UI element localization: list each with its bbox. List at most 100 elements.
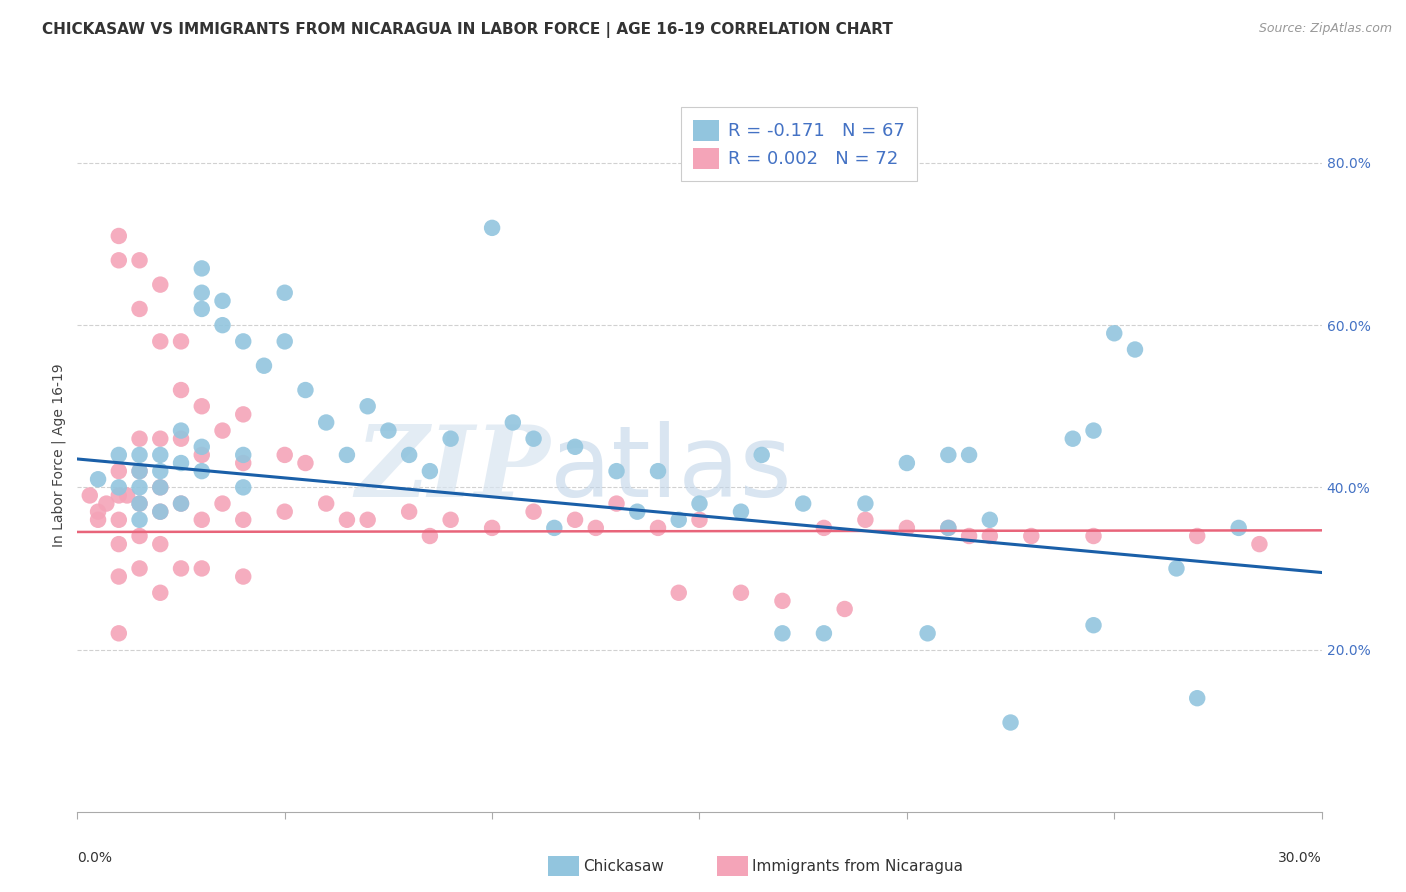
Point bbox=[232, 456, 254, 470]
Text: ZIP: ZIP bbox=[356, 421, 550, 517]
Point bbox=[1187, 691, 1209, 706]
Text: 30.0%: 30.0% bbox=[1278, 851, 1322, 865]
Point bbox=[315, 497, 337, 511]
Point bbox=[813, 521, 835, 535]
Point bbox=[232, 513, 254, 527]
Point bbox=[606, 464, 628, 478]
Point bbox=[813, 626, 835, 640]
Point bbox=[606, 497, 628, 511]
Point bbox=[232, 569, 254, 583]
Point bbox=[108, 480, 131, 494]
Point bbox=[128, 497, 150, 511]
Point bbox=[108, 253, 131, 268]
Point bbox=[87, 505, 110, 519]
Point bbox=[191, 399, 214, 413]
Point bbox=[87, 472, 110, 486]
Point bbox=[957, 529, 980, 543]
Point bbox=[170, 561, 193, 575]
Point bbox=[1062, 432, 1084, 446]
Point bbox=[232, 448, 254, 462]
Point bbox=[108, 229, 131, 244]
Point bbox=[191, 561, 214, 575]
Point bbox=[957, 448, 980, 462]
Point bbox=[689, 513, 711, 527]
Text: Source: ZipAtlas.com: Source: ZipAtlas.com bbox=[1258, 22, 1392, 36]
Point bbox=[128, 529, 150, 543]
Point bbox=[128, 561, 150, 575]
Point bbox=[149, 480, 172, 494]
Point bbox=[128, 480, 150, 494]
Point bbox=[232, 480, 254, 494]
Point bbox=[792, 497, 814, 511]
Point bbox=[419, 529, 441, 543]
Point bbox=[668, 586, 690, 600]
Point bbox=[149, 432, 172, 446]
Point bbox=[115, 488, 138, 502]
Point bbox=[211, 424, 233, 438]
Point bbox=[1166, 561, 1188, 575]
Text: CHICKASAW VS IMMIGRANTS FROM NICARAGUA IN LABOR FORCE | AGE 16-19 CORRELATION CH: CHICKASAW VS IMMIGRANTS FROM NICARAGUA I… bbox=[42, 22, 893, 38]
Point bbox=[1123, 343, 1146, 357]
Legend: R = -0.171   N = 67, R = 0.002   N = 72: R = -0.171 N = 67, R = 0.002 N = 72 bbox=[681, 107, 917, 181]
Point bbox=[896, 521, 918, 535]
Text: 0.0%: 0.0% bbox=[77, 851, 112, 865]
Point bbox=[1083, 618, 1105, 632]
Point bbox=[191, 513, 214, 527]
Point bbox=[87, 513, 110, 527]
Point bbox=[274, 448, 297, 462]
Point bbox=[108, 626, 131, 640]
Point bbox=[149, 334, 172, 349]
Point bbox=[543, 521, 565, 535]
Point bbox=[1104, 326, 1126, 341]
Point bbox=[979, 529, 1001, 543]
Point bbox=[191, 261, 214, 276]
Point bbox=[149, 505, 172, 519]
Point bbox=[1083, 424, 1105, 438]
Point bbox=[564, 513, 586, 527]
Point bbox=[128, 301, 150, 316]
Point bbox=[149, 505, 172, 519]
Point bbox=[232, 408, 254, 422]
Point bbox=[170, 497, 193, 511]
Point bbox=[689, 497, 711, 511]
Point bbox=[917, 626, 939, 640]
Point bbox=[170, 432, 193, 446]
Point bbox=[398, 505, 420, 519]
Point bbox=[938, 521, 960, 535]
Text: Immigrants from Nicaragua: Immigrants from Nicaragua bbox=[752, 859, 963, 873]
Point bbox=[440, 432, 463, 446]
Point bbox=[170, 497, 193, 511]
Point bbox=[481, 220, 503, 235]
Y-axis label: In Labor Force | Age 16-19: In Labor Force | Age 16-19 bbox=[52, 363, 66, 547]
Point bbox=[1083, 529, 1105, 543]
Point bbox=[523, 505, 546, 519]
Point bbox=[1227, 521, 1250, 535]
Point bbox=[938, 448, 960, 462]
Point bbox=[128, 513, 150, 527]
Point bbox=[191, 301, 214, 316]
Point bbox=[79, 488, 101, 502]
Point bbox=[128, 253, 150, 268]
Point bbox=[626, 505, 648, 519]
Point bbox=[191, 448, 214, 462]
Point bbox=[896, 456, 918, 470]
Point bbox=[730, 505, 752, 519]
Point bbox=[585, 521, 607, 535]
Point bbox=[647, 464, 669, 478]
Point bbox=[108, 464, 131, 478]
Point bbox=[377, 424, 399, 438]
Point bbox=[502, 416, 524, 430]
Point bbox=[149, 537, 172, 551]
Point bbox=[211, 293, 233, 308]
Point bbox=[979, 513, 1001, 527]
Point bbox=[149, 448, 172, 462]
Point bbox=[481, 521, 503, 535]
Point bbox=[357, 399, 380, 413]
Point bbox=[128, 464, 150, 478]
Point bbox=[128, 432, 150, 446]
Point bbox=[419, 464, 441, 478]
Point bbox=[564, 440, 586, 454]
Point bbox=[211, 497, 233, 511]
Point bbox=[1000, 715, 1022, 730]
Point bbox=[1021, 529, 1043, 543]
